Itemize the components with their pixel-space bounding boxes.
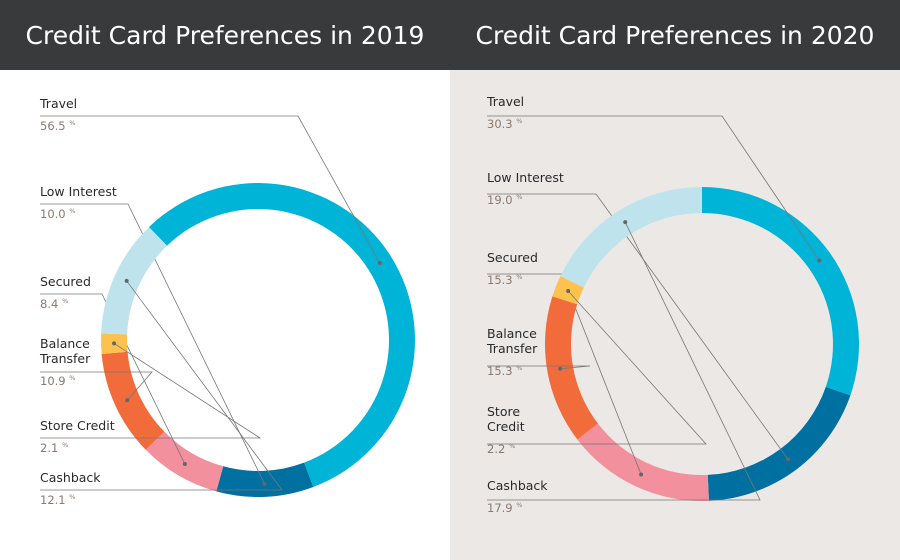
category-label-balance-transfer: Transfer	[486, 341, 538, 356]
leader-line-travel	[40, 115, 381, 264]
value-label-cashback: 17.9	[487, 501, 513, 515]
leader-dot-travel	[817, 258, 822, 263]
value-label-travel: 30.3	[487, 117, 513, 131]
category-label-travel: Travel	[486, 94, 524, 109]
leader-line-store-credit	[487, 290, 707, 445]
category-label-store-credit: Store	[487, 404, 520, 419]
percent-sign: %	[516, 364, 522, 372]
percent-sign: %	[69, 119, 75, 127]
donut-segment-travel	[148, 182, 415, 487]
percent-sign: %	[516, 117, 522, 125]
value-label-travel: 56.5	[40, 119, 66, 133]
value-label-store-credit: 2.2	[487, 442, 505, 456]
value-label-secured: 15.3	[487, 273, 513, 287]
value-label-store-credit: 2.1	[40, 441, 58, 455]
category-label-low-interest: Low Interest	[487, 170, 564, 185]
leader-dot-secured	[182, 462, 187, 467]
percent-sign: %	[69, 374, 75, 382]
chart-panel-2020: Credit Card Preferences in 2020 Travel 30…	[450, 0, 900, 560]
donut-chart-2020: Travel 30.3 % Low Interest 19.0 % Secured 15.3%…	[486, 94, 859, 515]
donut-chart-2019: Travel 56.5 % Low Interest 10.0 % Secured 8.4 % B…	[39, 96, 415, 507]
percent-sign: %	[516, 501, 522, 509]
category-label-travel: Travel	[39, 96, 77, 111]
leader-line-cashback	[40, 280, 283, 491]
category-label-cashback: Cashback	[40, 470, 101, 485]
chart-panel-2019: Credit Card Preferences in 2019 Travel 56…	[0, 0, 450, 507]
chart-title-2020: Credit Card Preferences in 2020	[450, 0, 900, 70]
leader-line-balance-transfer	[487, 365, 591, 370]
value-label-low-interest: 10.0	[40, 207, 66, 221]
category-label-low-interest: Low Interest	[40, 184, 117, 199]
value-label-secured: 8.4	[40, 297, 58, 311]
leader-line-low-interest	[487, 193, 789, 460]
donut-segment-low-interest	[216, 462, 314, 497]
donut-segment-secured	[145, 431, 224, 492]
donut-segment-cashback	[101, 227, 167, 335]
donut-segment-secured	[577, 423, 709, 501]
value-label-balance-transfer: 10.9	[40, 374, 66, 388]
percent-sign: %	[516, 193, 522, 201]
leader-line-low-interest	[40, 203, 265, 485]
percent-sign: %	[69, 493, 75, 501]
percent-sign: %	[62, 297, 68, 305]
leader-dot-secured	[639, 472, 644, 477]
donut-segment-balance-transfer	[101, 351, 165, 450]
category-label-cashback: Cashback	[487, 478, 548, 493]
donut-segment-low-interest	[707, 386, 851, 501]
leader-dot-balance-transfer	[125, 398, 130, 403]
leader-line-secured	[40, 293, 186, 465]
leader-dot-store-credit	[566, 288, 571, 293]
leader-line-cashback	[487, 222, 761, 501]
chart-title-2019: Credit Card Preferences in 2019	[0, 0, 450, 70]
leader-dot-low-interest	[262, 481, 267, 486]
leader-dot-store-credit	[112, 341, 117, 346]
value-label-balance-transfer: 15.3	[487, 364, 513, 378]
percent-sign: %	[62, 441, 68, 449]
leader-line-store-credit	[40, 343, 262, 439]
value-label-cashback: 12.1	[40, 493, 66, 507]
percent-sign: %	[516, 273, 522, 281]
category-label-balance-transfer: Balance	[40, 336, 90, 351]
percent-sign: %	[509, 442, 515, 450]
category-label-balance-transfer: Transfer	[39, 351, 91, 366]
category-label-balance-transfer: Balance	[487, 326, 537, 341]
value-label-low-interest: 19.0	[487, 193, 513, 207]
donut-segment-cashback	[560, 187, 702, 288]
leader-dot-cashback	[623, 220, 628, 225]
leader-dot-balance-transfer	[558, 366, 563, 371]
category-label-secured: Secured	[487, 250, 538, 265]
leader-line-travel	[487, 115, 820, 261]
leader-dot-cashback	[124, 278, 129, 283]
donut-segment-travel	[702, 187, 859, 396]
category-label-store-credit: Store Credit	[40, 418, 115, 433]
percent-sign: %	[69, 207, 75, 215]
category-label-secured: Secured	[40, 274, 91, 289]
leader-line-balance-transfer	[40, 371, 153, 401]
leader-dot-travel	[377, 261, 382, 266]
category-label-store-credit: Credit	[487, 419, 525, 434]
leader-dot-low-interest	[786, 457, 791, 462]
